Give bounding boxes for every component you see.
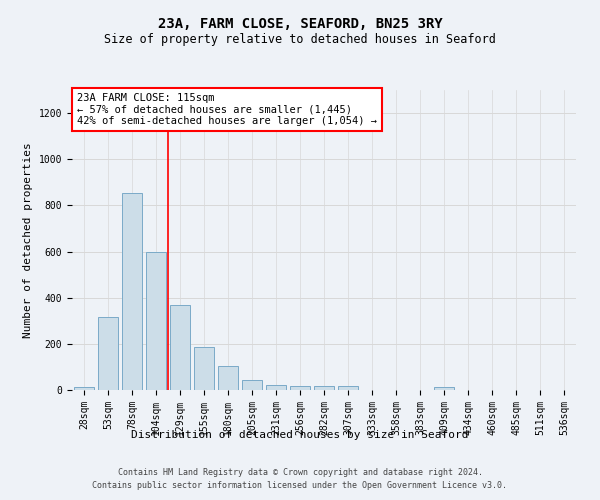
Bar xyxy=(218,366,238,390)
Bar xyxy=(434,387,454,390)
Bar xyxy=(74,386,94,390)
Text: Size of property relative to detached houses in Seaford: Size of property relative to detached ho… xyxy=(104,32,496,46)
Bar xyxy=(338,386,358,390)
Text: Distribution of detached houses by size in Seaford: Distribution of detached houses by size … xyxy=(131,430,469,440)
Bar xyxy=(122,192,142,390)
Text: Contains public sector information licensed under the Open Government Licence v3: Contains public sector information licen… xyxy=(92,480,508,490)
Bar xyxy=(290,386,310,390)
Text: 23A, FARM CLOSE, SEAFORD, BN25 3RY: 23A, FARM CLOSE, SEAFORD, BN25 3RY xyxy=(158,18,442,32)
Y-axis label: Number of detached properties: Number of detached properties xyxy=(23,142,33,338)
Text: Contains HM Land Registry data © Crown copyright and database right 2024.: Contains HM Land Registry data © Crown c… xyxy=(118,468,482,477)
Bar xyxy=(146,252,166,390)
Bar xyxy=(194,348,214,390)
Bar xyxy=(314,386,334,390)
Bar xyxy=(266,386,286,390)
Bar xyxy=(170,304,190,390)
Bar xyxy=(98,318,118,390)
Text: 23A FARM CLOSE: 115sqm
← 57% of detached houses are smaller (1,445)
42% of semi-: 23A FARM CLOSE: 115sqm ← 57% of detached… xyxy=(77,93,377,126)
Bar xyxy=(242,380,262,390)
